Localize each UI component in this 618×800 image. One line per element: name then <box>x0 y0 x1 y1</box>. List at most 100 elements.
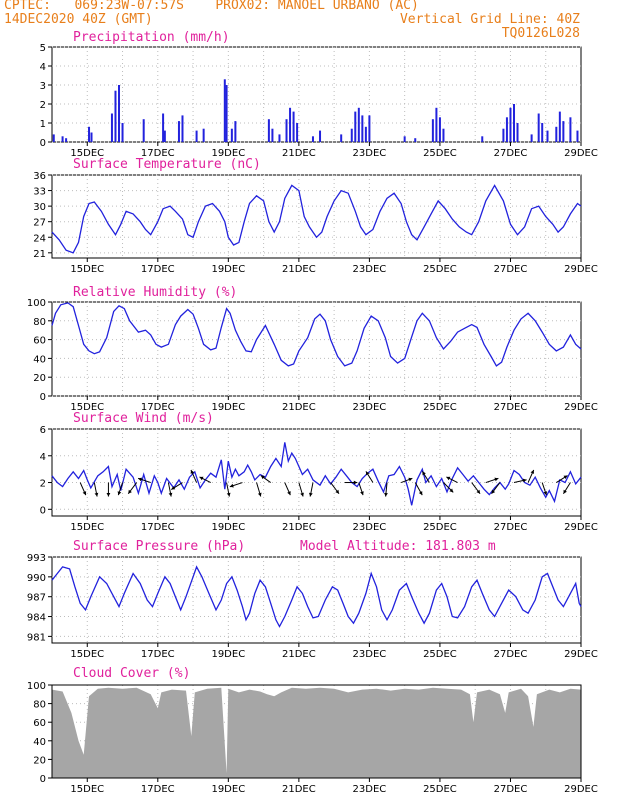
x-tick-label: 21DEC <box>282 264 316 275</box>
y-tick-label: 100 <box>27 298 46 309</box>
y-tick-label: 40 <box>33 737 46 748</box>
precip-bar <box>267 119 270 142</box>
precip-bar <box>516 123 519 142</box>
header-model-id: TQ0126L028 <box>501 26 580 41</box>
y-tick-label: 0 <box>40 392 46 403</box>
header-grid-line: Vertical Grid Line: 40Z <box>399 12 580 27</box>
x-tick-label: 23DEC <box>353 148 387 159</box>
precip-bar <box>223 79 226 142</box>
wind-arrow-head <box>287 491 291 496</box>
x-tick-label: 17DEC <box>141 148 175 159</box>
panel-title: Relative Humidity (%) <box>73 285 237 300</box>
precip-bar <box>576 130 579 142</box>
precip-bar <box>234 121 237 142</box>
precip-bar <box>509 107 512 142</box>
x-tick-label: 15DEC <box>70 649 104 660</box>
precip-bar <box>181 115 184 142</box>
y-tick-label: 0 <box>40 774 46 785</box>
x-tick-label: 15DEC <box>70 784 104 795</box>
panel-frame <box>51 556 582 644</box>
x-tick-label: 27DEC <box>494 784 528 795</box>
wind-arrow-head <box>446 476 451 481</box>
panel-subtitle: Model Altitude: 181.803 m <box>300 539 496 554</box>
precip-bar <box>61 136 64 142</box>
wind-arrow-head <box>117 491 122 496</box>
precip-bar <box>311 136 314 142</box>
precip-bar <box>162 113 165 142</box>
precip-bar <box>354 111 357 142</box>
wind-arrow-head <box>563 475 568 480</box>
x-tick-label: 29DEC <box>564 264 598 275</box>
precip-bar <box>364 126 367 142</box>
precip-bar <box>296 123 299 142</box>
x-tick-label: 29DEC <box>564 522 598 533</box>
wind-arrow-head <box>384 492 388 497</box>
wind-arrow-head <box>494 477 499 482</box>
x-tick-label: 25DEC <box>423 148 457 159</box>
x-tick-label: 25DEC <box>423 264 457 275</box>
wind-arrow-head <box>128 489 132 494</box>
precip-bar <box>562 121 565 142</box>
wind-arrow-head <box>82 491 87 496</box>
x-tick-label: 17DEC <box>141 402 175 413</box>
y-tick-label: 27 <box>33 218 46 229</box>
x-tick-label: 19DEC <box>211 649 245 660</box>
x-tick-label: 17DEC <box>141 264 175 275</box>
x-tick-label: 29DEC <box>564 784 598 795</box>
precip-bar <box>230 128 233 142</box>
wind-arrow-head <box>300 492 304 497</box>
y-tick-label: 60 <box>33 336 46 347</box>
precip-bar <box>442 128 445 142</box>
wind-arrow-head <box>365 471 370 476</box>
precip-bar <box>142 119 145 142</box>
precip-bar <box>481 136 484 142</box>
wind-arrow-head <box>353 480 358 485</box>
series-line <box>51 302 582 367</box>
wind-arrow-head <box>257 492 262 497</box>
header-date: 14DEC2020 40Z (GMT) <box>4 12 153 27</box>
header-station: CPTEC: 069:23W-07:57S PROX02: MANOEL URB… <box>4 0 419 13</box>
panel-frame <box>51 46 582 143</box>
x-tick-label: 23DEC <box>353 522 387 533</box>
precip-bar <box>163 130 166 142</box>
y-tick-label: 0 <box>40 138 46 149</box>
wind-arrow-head <box>138 477 143 482</box>
precip-bar <box>319 130 322 142</box>
precip-bar <box>505 117 508 142</box>
precip-bar <box>431 119 434 142</box>
precip-bar <box>403 136 406 142</box>
panel-bar-0: 0 1 2 3 4 5 15DEC 17DEC 19DEC 21DEC 23DEC 25DEC 27DE… <box>40 30 598 159</box>
wind-arrow-head <box>530 469 535 474</box>
precip-bar <box>118 85 121 142</box>
wind-arrow-head <box>106 493 111 497</box>
precip-bar <box>90 132 93 142</box>
precip-bar <box>340 134 343 142</box>
precip-bar <box>225 85 228 142</box>
x-tick-label: 21DEC <box>282 522 316 533</box>
precip-bar <box>350 128 353 142</box>
wind-arrow-head <box>563 489 567 494</box>
y-tick-label: 4 <box>40 452 46 463</box>
panel-line-3: 0 2 4 6 15DEC 17DEC 19DEC 21DEC 23DEC 25DEC 27DEC 2… <box>40 411 598 533</box>
panel-title: Surface Temperature (nC) <box>73 157 261 172</box>
wind-arrow-head <box>199 476 204 481</box>
precip-bar <box>357 107 360 142</box>
x-tick-label: 15DEC <box>70 148 104 159</box>
panel-title: Precipitation (mm/h) <box>73 30 230 45</box>
y-tick-label: 990 <box>27 573 46 584</box>
y-tick-label: 36 <box>33 171 46 182</box>
wind-arrow-head <box>190 469 195 474</box>
precip-bar <box>177 121 180 142</box>
y-tick-label: 24 <box>33 233 46 244</box>
y-tick-label: 80 <box>33 317 46 328</box>
precip-bar <box>546 130 549 142</box>
x-tick-label: 15DEC <box>70 264 104 275</box>
precip-bar <box>502 128 505 142</box>
panel-title: Surface Pressure (hPa) <box>73 539 245 554</box>
y-tick-label: 60 <box>33 718 46 729</box>
x-tick-label: 27DEC <box>494 522 528 533</box>
precip-bar <box>558 111 561 142</box>
precip-bar <box>555 126 558 142</box>
cloud-area <box>52 687 581 778</box>
